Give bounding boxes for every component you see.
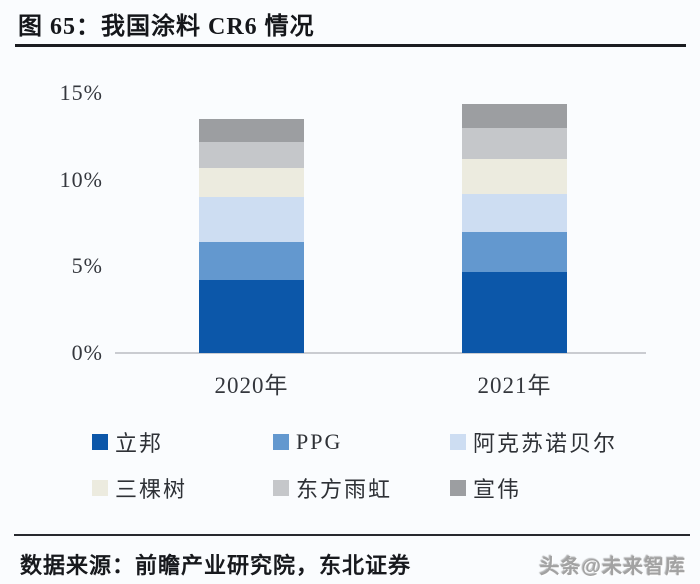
figure-title: 图 65：我国涂料 CR6 情况 — [18, 14, 315, 40]
legend-label: 宣伟 — [473, 477, 522, 502]
legend-item: 立邦 — [92, 428, 273, 456]
legend-label: PPG — [296, 429, 343, 454]
legend-swatch — [450, 434, 466, 450]
bar-segment — [199, 167, 304, 198]
legend-item: PPG — [273, 428, 450, 456]
bar-segment — [199, 197, 304, 243]
legend-item: 宣伟 — [450, 474, 700, 502]
y-axis-tick-label: 15% — [59, 80, 103, 106]
y-axis-tick-label: 5% — [71, 253, 103, 279]
legend-label: 阿克苏诺贝尔 — [473, 431, 618, 456]
stacked-bar — [199, 119, 304, 353]
bar-segment — [199, 119, 304, 142]
data-source-text: 数据来源：前瞻产业研究院，东北证券 — [20, 553, 412, 578]
legend-swatch — [92, 480, 108, 496]
bar-segment — [199, 242, 304, 281]
y-axis-tick-label: 10% — [59, 166, 103, 192]
stacked-bar-chart: 0% 5% 10% 15% 2020年 2021年 — [0, 60, 700, 398]
bar-segment — [462, 193, 567, 232]
bar-segment — [462, 231, 567, 272]
y-axis-tick-label: 0% — [71, 340, 103, 365]
legend-label: 东方雨虹 — [296, 477, 393, 502]
legend-swatch — [273, 434, 289, 450]
x-axis-line — [115, 352, 646, 354]
bar-segment — [199, 280, 304, 353]
footer-divider-line — [14, 534, 690, 536]
bar-segment — [462, 271, 567, 353]
legend-label: 三棵树 — [115, 477, 188, 502]
bar-segment — [462, 103, 567, 128]
x-axis-label: 2020年 — [214, 373, 289, 398]
legend-item: 三棵树 — [92, 474, 273, 502]
bar-segment — [199, 141, 304, 168]
x-axis-label: 2021年 — [477, 373, 552, 398]
bar-segment — [462, 158, 567, 194]
bar-segment — [462, 127, 567, 159]
legend-item: 东方雨虹 — [273, 474, 450, 502]
stacked-bar — [462, 103, 567, 353]
watermark-text: 头条@未来智库 — [539, 556, 686, 578]
legend-swatch — [92, 434, 108, 450]
chart-legend: 立邦 PPG 阿克苏诺贝尔三棵树 东方雨虹 宣伟 — [0, 428, 700, 502]
title-divider-line — [15, 44, 686, 47]
legend-swatch — [450, 480, 466, 496]
legend-label: 立邦 — [115, 431, 164, 456]
legend-swatch — [273, 480, 289, 496]
legend-item: 阿克苏诺贝尔 — [450, 428, 700, 456]
